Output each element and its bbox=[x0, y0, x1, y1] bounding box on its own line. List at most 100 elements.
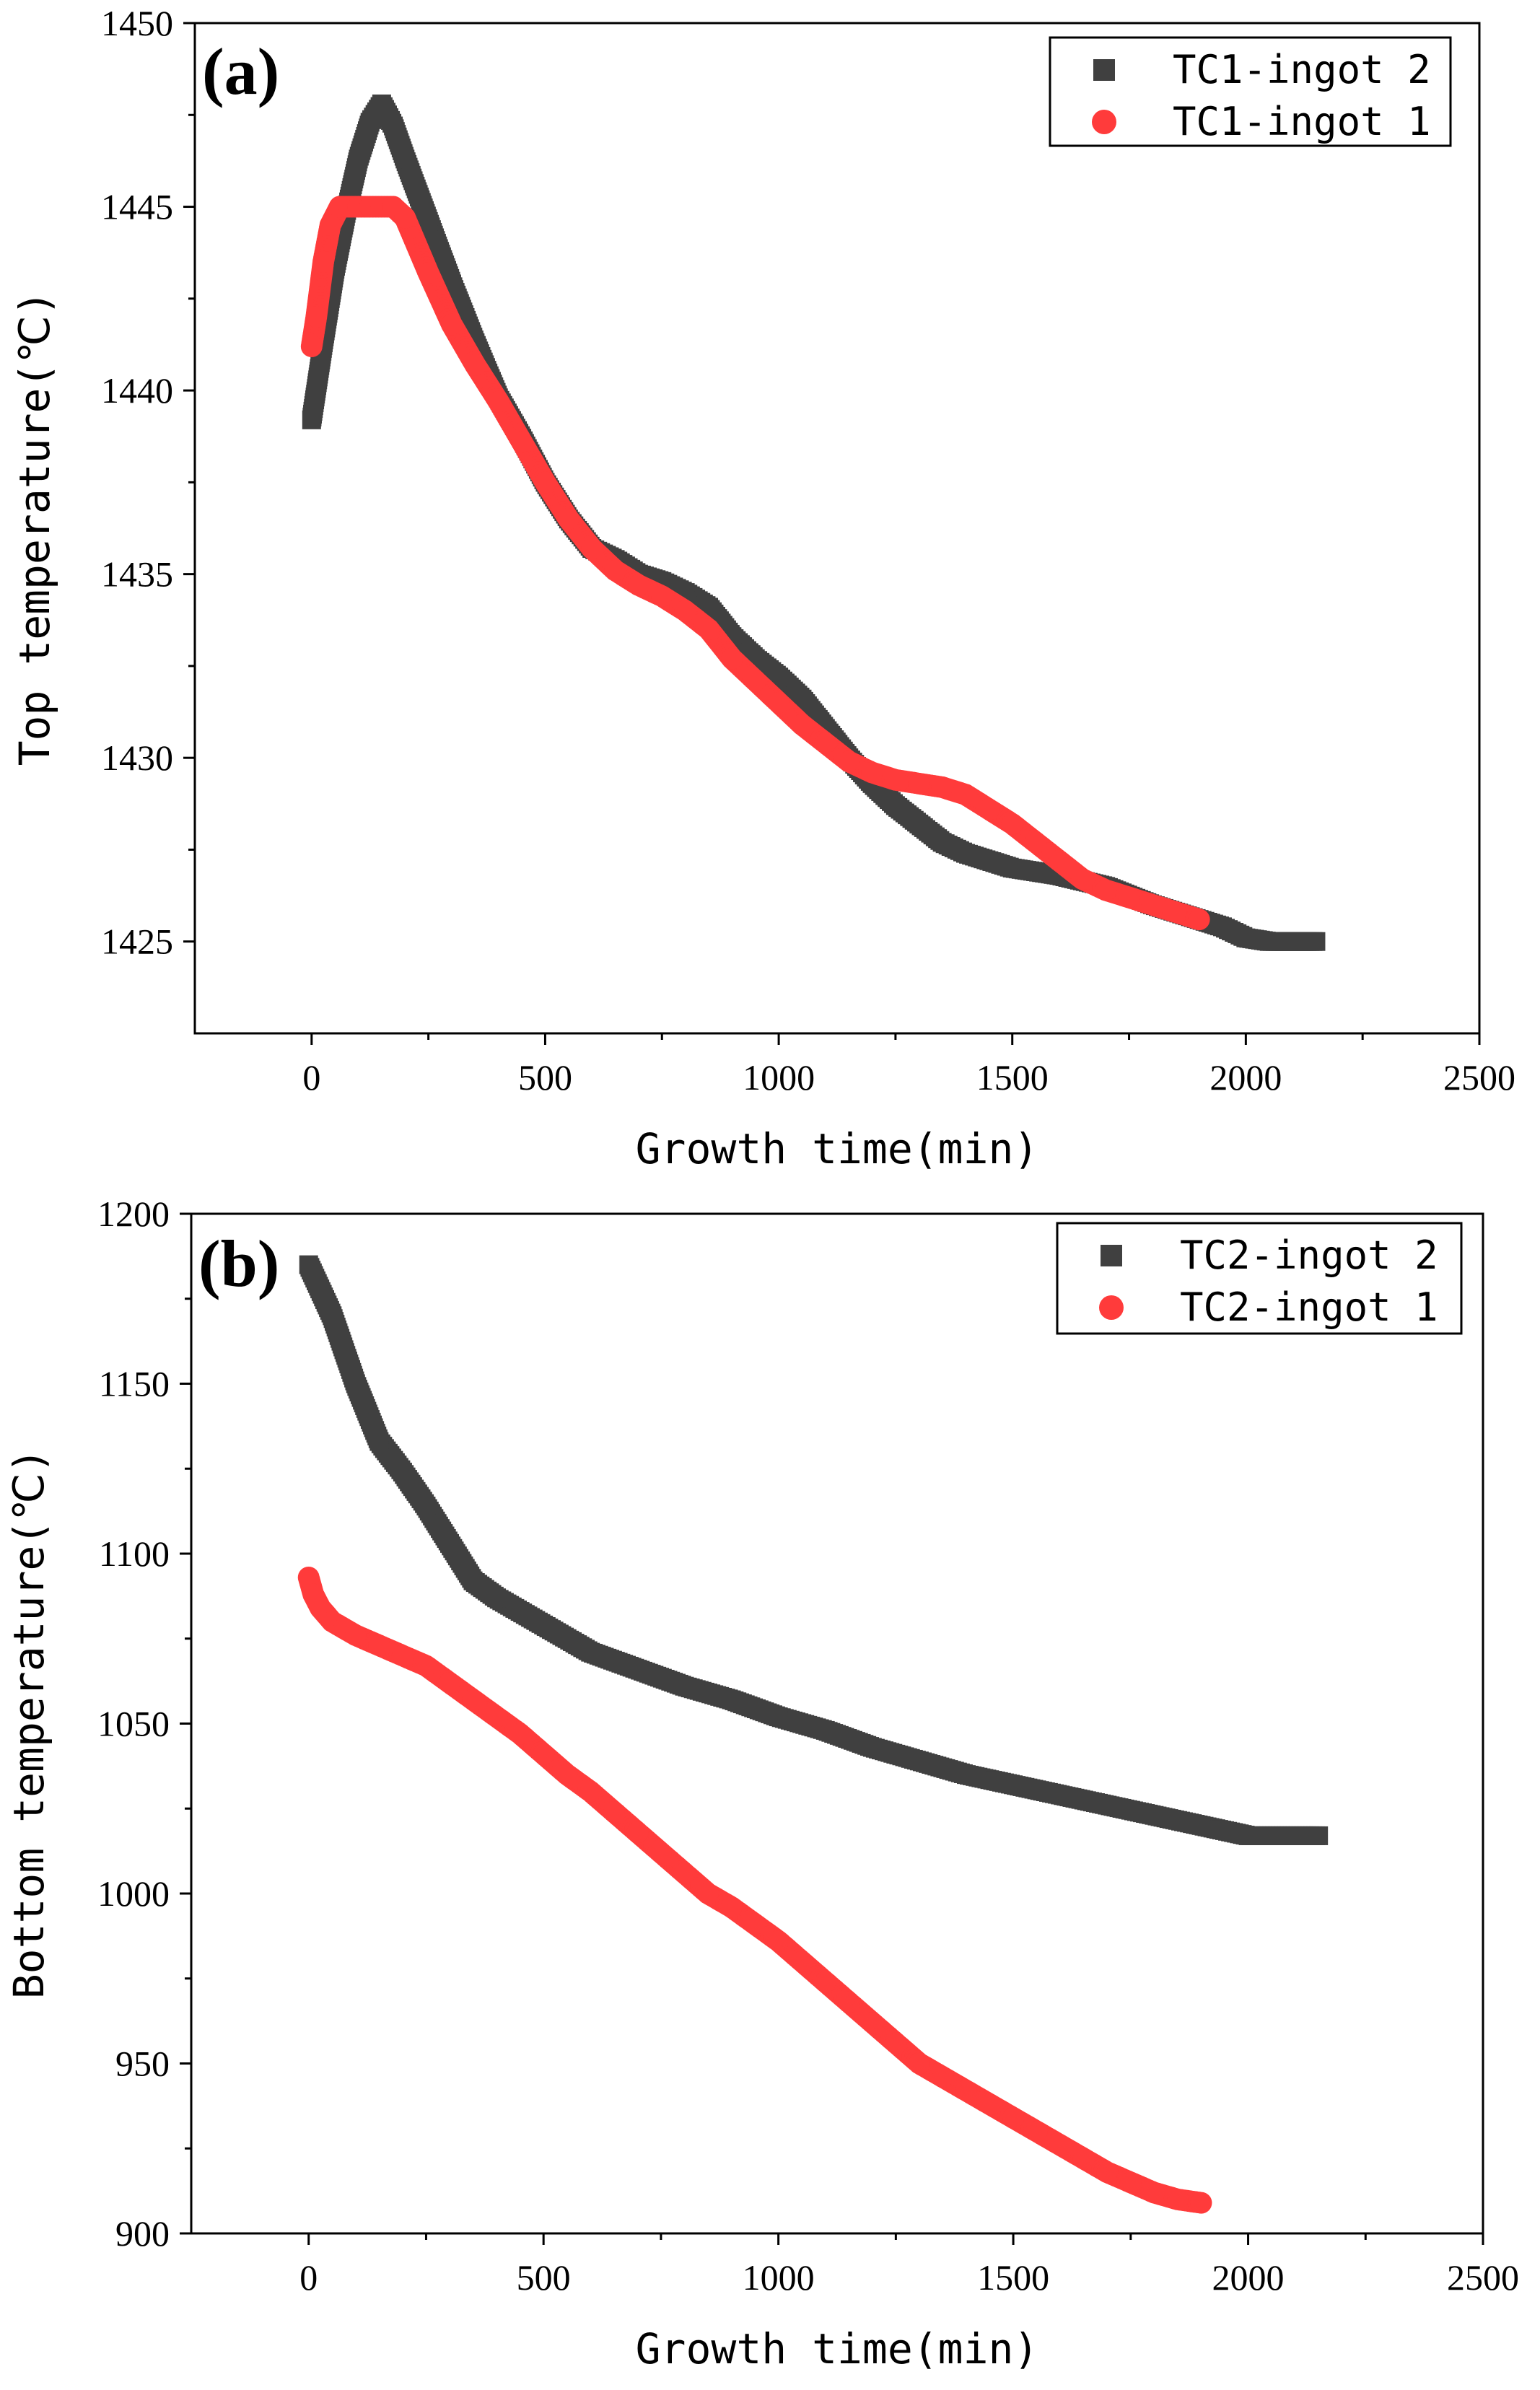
y-tick-label: 1445 bbox=[101, 187, 173, 227]
data-point bbox=[1141, 893, 1163, 916]
x-tick-label: 0 bbox=[302, 1057, 320, 1098]
data-point bbox=[767, 1930, 789, 1952]
data-point bbox=[978, 798, 1000, 820]
data-point bbox=[674, 600, 696, 622]
legend-label: TC2-ingot 2 bbox=[1180, 1233, 1438, 1278]
data-point bbox=[814, 1971, 836, 1993]
data-point bbox=[908, 2052, 930, 2075]
data-point bbox=[649, 1842, 672, 1864]
data-point bbox=[1285, 1826, 1305, 1845]
legend-box bbox=[1049, 36, 1452, 147]
data-point bbox=[487, 1588, 507, 1608]
data-point bbox=[439, 1671, 460, 1694]
data-point bbox=[300, 336, 323, 357]
data-point bbox=[581, 1642, 600, 1662]
data-point bbox=[909, 814, 929, 833]
data-point bbox=[487, 390, 509, 413]
data-point bbox=[1283, 932, 1303, 951]
data-point bbox=[627, 574, 649, 596]
legend-label: TC2-ingot 1 bbox=[1180, 1284, 1438, 1330]
data-point bbox=[955, 784, 976, 806]
data-point bbox=[534, 471, 556, 494]
data-point bbox=[463, 1571, 483, 1590]
data-point bbox=[1165, 901, 1187, 923]
data-point bbox=[579, 1780, 602, 1803]
data-point bbox=[394, 206, 416, 229]
panel-a: 0 500 1000 1500 2000 2500 1425 1430 1435 1440 1445… bbox=[10, 3, 1515, 1173]
series-tc2-ingot-2 bbox=[299, 1255, 1329, 1845]
data-point bbox=[297, 1566, 320, 1588]
data-point bbox=[419, 211, 438, 231]
data-point bbox=[1002, 858, 1022, 877]
legend-label: TC1-ingot 1 bbox=[1173, 99, 1431, 144]
data-point bbox=[384, 116, 403, 136]
data-point bbox=[1119, 2171, 1142, 2194]
y-tick-label: 900 bbox=[115, 2213, 170, 2254]
data-point bbox=[395, 149, 415, 169]
x-axis-title: Growth time(min) bbox=[636, 2324, 1039, 2373]
data-point bbox=[511, 431, 533, 453]
data-point bbox=[744, 670, 766, 692]
x-tick-label: 2000 bbox=[1209, 1057, 1282, 1098]
data-point bbox=[1188, 909, 1210, 931]
data-point bbox=[768, 691, 790, 714]
data-point bbox=[464, 354, 486, 376]
data-point bbox=[838, 1991, 860, 2013]
data-point bbox=[1071, 868, 1093, 890]
x-tick-label: 1000 bbox=[743, 1057, 815, 1098]
data-point bbox=[626, 1821, 649, 1844]
data-point bbox=[509, 1723, 531, 1745]
data-point bbox=[628, 1660, 647, 1679]
data-point bbox=[1259, 932, 1279, 951]
data-point bbox=[312, 250, 334, 273]
data-point bbox=[1001, 813, 1023, 835]
data-point bbox=[1166, 2188, 1189, 2210]
y-tick-label: 1000 bbox=[97, 1873, 170, 1914]
data-point bbox=[1236, 928, 1256, 947]
data-point bbox=[721, 647, 743, 670]
data-point bbox=[486, 1706, 508, 1728]
data-point bbox=[556, 1764, 578, 1786]
data-point bbox=[1213, 917, 1232, 937]
panel-b: 0 500 1000 1500 2000 2500 900 950 1000 1050 1100 11… bbox=[4, 1194, 1519, 2373]
data-point bbox=[957, 1765, 976, 1785]
data-point bbox=[391, 1645, 414, 1667]
data-point bbox=[744, 1913, 766, 1935]
data-point bbox=[862, 1738, 882, 1757]
data-point bbox=[1002, 2106, 1025, 2129]
data-point bbox=[299, 1255, 318, 1274]
data-point bbox=[675, 1676, 694, 1696]
data-point bbox=[323, 1306, 342, 1326]
data-point bbox=[722, 1690, 741, 1710]
data-point bbox=[698, 618, 719, 640]
data-point bbox=[372, 95, 391, 113]
x-tick-label: 1500 bbox=[976, 1057, 1049, 1098]
data-point bbox=[932, 2066, 954, 2088]
x-tick-label: 2000 bbox=[1212, 2257, 1285, 2298]
x-tick-label: 500 bbox=[518, 1057, 572, 1098]
data-point bbox=[344, 1624, 367, 1647]
data-point bbox=[697, 1883, 719, 1904]
data-point bbox=[885, 796, 905, 815]
plot-frame bbox=[193, 22, 1481, 1035]
data-point bbox=[349, 149, 368, 169]
data-point bbox=[346, 1374, 365, 1393]
data-point bbox=[1072, 2148, 1095, 2170]
data-point bbox=[1025, 831, 1047, 854]
data-point bbox=[979, 851, 999, 870]
data-point bbox=[462, 1689, 484, 1711]
legend-marker-square bbox=[1093, 59, 1115, 81]
data-point bbox=[932, 833, 952, 852]
data-point bbox=[791, 714, 813, 736]
x-tick-label: 1000 bbox=[743, 2257, 815, 2298]
legend: TC2-ingot 2 TC2-ingot 1 bbox=[1056, 1222, 1463, 1335]
data-point bbox=[360, 113, 380, 132]
y-tick-label: 1440 bbox=[101, 370, 173, 411]
x-tick-label: 2500 bbox=[1443, 1057, 1515, 1098]
data-point bbox=[956, 844, 975, 863]
data-point bbox=[931, 776, 953, 798]
y-tick-label: 1435 bbox=[101, 554, 173, 595]
legend-marker-circle bbox=[1092, 110, 1116, 134]
data-point bbox=[1309, 1826, 1329, 1845]
